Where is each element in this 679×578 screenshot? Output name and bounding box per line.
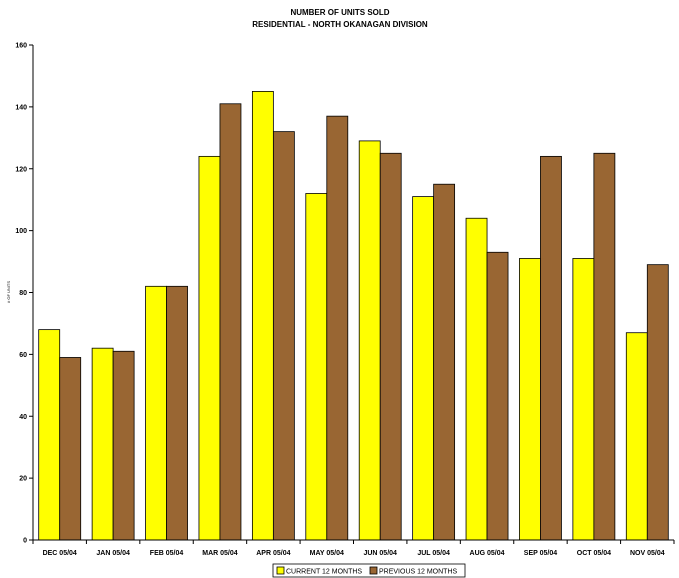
y-tick-label-1: 20 bbox=[19, 476, 27, 483]
x-tick-label-5: MAY 05/04 bbox=[310, 550, 344, 557]
bar-previous-8 bbox=[486, 251, 509, 541]
y-tick-label-8: 160 bbox=[15, 43, 27, 50]
bar-previous-6 bbox=[379, 152, 402, 541]
y-tick-label-0: 0 bbox=[23, 538, 27, 545]
y-tick-label-2: 40 bbox=[19, 414, 27, 421]
bar-previous-11 bbox=[646, 264, 669, 541]
bar-previous-4 bbox=[272, 131, 295, 541]
x-tick-label-8: AUG 05/04 bbox=[470, 550, 505, 557]
x-tick-label-9: SEP 05/04 bbox=[524, 550, 557, 557]
legend: CURRENT 12 MONTHS PREVIOUS 12 MONTHS bbox=[272, 563, 466, 578]
bar-current-3 bbox=[198, 155, 221, 541]
y-tick-label-4: 80 bbox=[19, 290, 27, 297]
y-axis-label: # OF UNITS bbox=[6, 281, 11, 303]
bar-current-7 bbox=[412, 196, 435, 541]
bar-current-1 bbox=[91, 347, 114, 541]
y-tick-label-3: 60 bbox=[19, 352, 27, 359]
bar-previous-5 bbox=[326, 115, 349, 541]
axes-layer: 0 20 40 60 80 100 120 140 160 DEC 05/04 JAN 05/04 F… bbox=[15, 43, 675, 557]
bar-current-10 bbox=[572, 258, 595, 541]
x-tick-label-2: FEB 05/04 bbox=[150, 550, 184, 557]
x-tick-label-4: APR 05/04 bbox=[256, 550, 290, 557]
legend-swatch-1 bbox=[369, 566, 378, 575]
bar-current-4 bbox=[251, 91, 274, 541]
bar-current-9 bbox=[519, 258, 541, 541]
x-tick-label-7: JUL 05/04 bbox=[417, 550, 450, 557]
x-tick-label-3: MAR 05/04 bbox=[202, 550, 238, 557]
y-tick-label-7: 140 bbox=[15, 104, 27, 111]
y-tick-label-5: 100 bbox=[15, 228, 27, 235]
chart-title: NUMBER OF UNITS SOLD bbox=[290, 8, 389, 17]
y-tick-label-6: 120 bbox=[15, 166, 27, 173]
bar-previous-2 bbox=[166, 285, 188, 541]
bars-layer bbox=[38, 91, 669, 541]
bar-previous-3 bbox=[219, 103, 242, 541]
chart-subtitle: RESIDENTIAL - NORTH OKANAGAN DIVISION bbox=[252, 20, 428, 29]
legend-box bbox=[272, 563, 466, 578]
x-tick-label-0: DEC 05/04 bbox=[43, 550, 77, 557]
bar-current-6 bbox=[358, 140, 381, 541]
bar-previous-10 bbox=[593, 152, 616, 541]
x-tick-label-10: OCT 05/04 bbox=[577, 550, 611, 557]
x-tick-label-11: NOV 05/04 bbox=[630, 550, 665, 557]
bar-current-5 bbox=[305, 193, 328, 541]
bar-previous-0 bbox=[59, 357, 82, 541]
bar-previous-1 bbox=[112, 350, 135, 541]
legend-label-1: PREVIOUS 12 MONTHS bbox=[379, 569, 458, 576]
x-tick-label-6: JUN 05/04 bbox=[363, 550, 397, 557]
bar-current-11 bbox=[625, 332, 648, 541]
x-tick-label-1: JAN 05/04 bbox=[96, 550, 130, 557]
bar-current-8 bbox=[465, 217, 488, 541]
bar-previous-7 bbox=[433, 183, 456, 541]
bar-previous-9 bbox=[540, 155, 562, 541]
legend-label-0: CURRENT 12 MONTHS bbox=[286, 569, 362, 576]
bar-current-2 bbox=[145, 285, 167, 541]
legend-swatch-0 bbox=[276, 566, 285, 575]
bar-current-0 bbox=[38, 329, 61, 541]
